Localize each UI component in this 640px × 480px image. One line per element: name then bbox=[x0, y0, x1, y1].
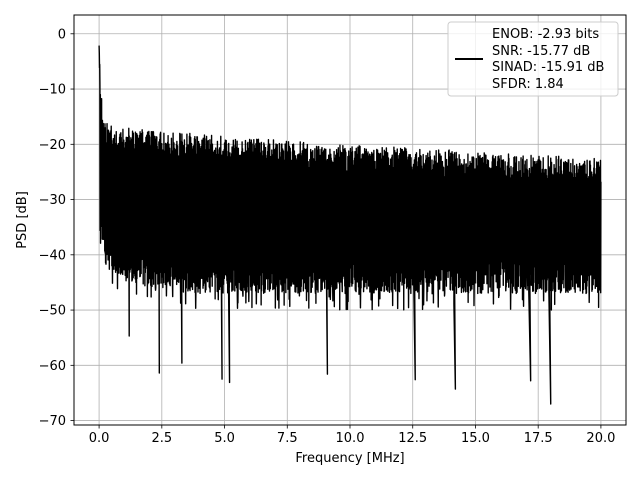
legend-line-sfdr: SFDR: 1.84 bbox=[492, 77, 564, 92]
x-tick-label: 0.0 bbox=[89, 431, 110, 446]
x-tick-label: 20.0 bbox=[586, 431, 615, 446]
y-axis-label: PSD [dB] bbox=[15, 191, 30, 249]
x-tick-label: 7.5 bbox=[277, 431, 298, 446]
psd-series bbox=[98, 45, 602, 405]
legend-line-snr: SNR: -15.77 dB bbox=[492, 44, 590, 59]
x-axis-label: Frequency [MHz] bbox=[295, 451, 404, 466]
x-tick-label: 5.0 bbox=[214, 431, 235, 446]
y-tick-label: −40 bbox=[39, 248, 66, 263]
y-axis-ticks: 0 −10 −20 −30 −40 −50 −60 −70 bbox=[39, 27, 74, 429]
x-axis-ticks: 0.0 2.5 5.0 7.5 10.0 12.5 15.0 17.5 20.0 bbox=[89, 425, 615, 446]
y-tick-label: −30 bbox=[39, 193, 66, 208]
psd-line bbox=[98, 45, 602, 405]
y-tick-label: −70 bbox=[39, 414, 66, 429]
y-tick-label: −50 bbox=[39, 304, 66, 319]
legend-box bbox=[447, 21, 619, 97]
y-tick-label: −20 bbox=[39, 138, 66, 153]
x-tick-label: 2.5 bbox=[151, 431, 172, 446]
x-tick-label: 10.0 bbox=[336, 431, 365, 446]
y-tick-label: −60 bbox=[39, 359, 66, 374]
x-tick-label: 12.5 bbox=[398, 431, 427, 446]
y-tick-label: 0 bbox=[58, 27, 66, 42]
x-tick-label: 15.0 bbox=[461, 431, 490, 446]
legend: ENOB: -2.93 bits SNR: -15.77 dB SINAD: -… bbox=[447, 21, 619, 97]
y-tick-label: −10 bbox=[39, 83, 66, 98]
legend-line-enob: ENOB: -2.93 bits bbox=[492, 27, 599, 42]
x-tick-label: 17.5 bbox=[524, 431, 553, 446]
legend-line-sinad: SINAD: -15.91 dB bbox=[492, 60, 604, 75]
